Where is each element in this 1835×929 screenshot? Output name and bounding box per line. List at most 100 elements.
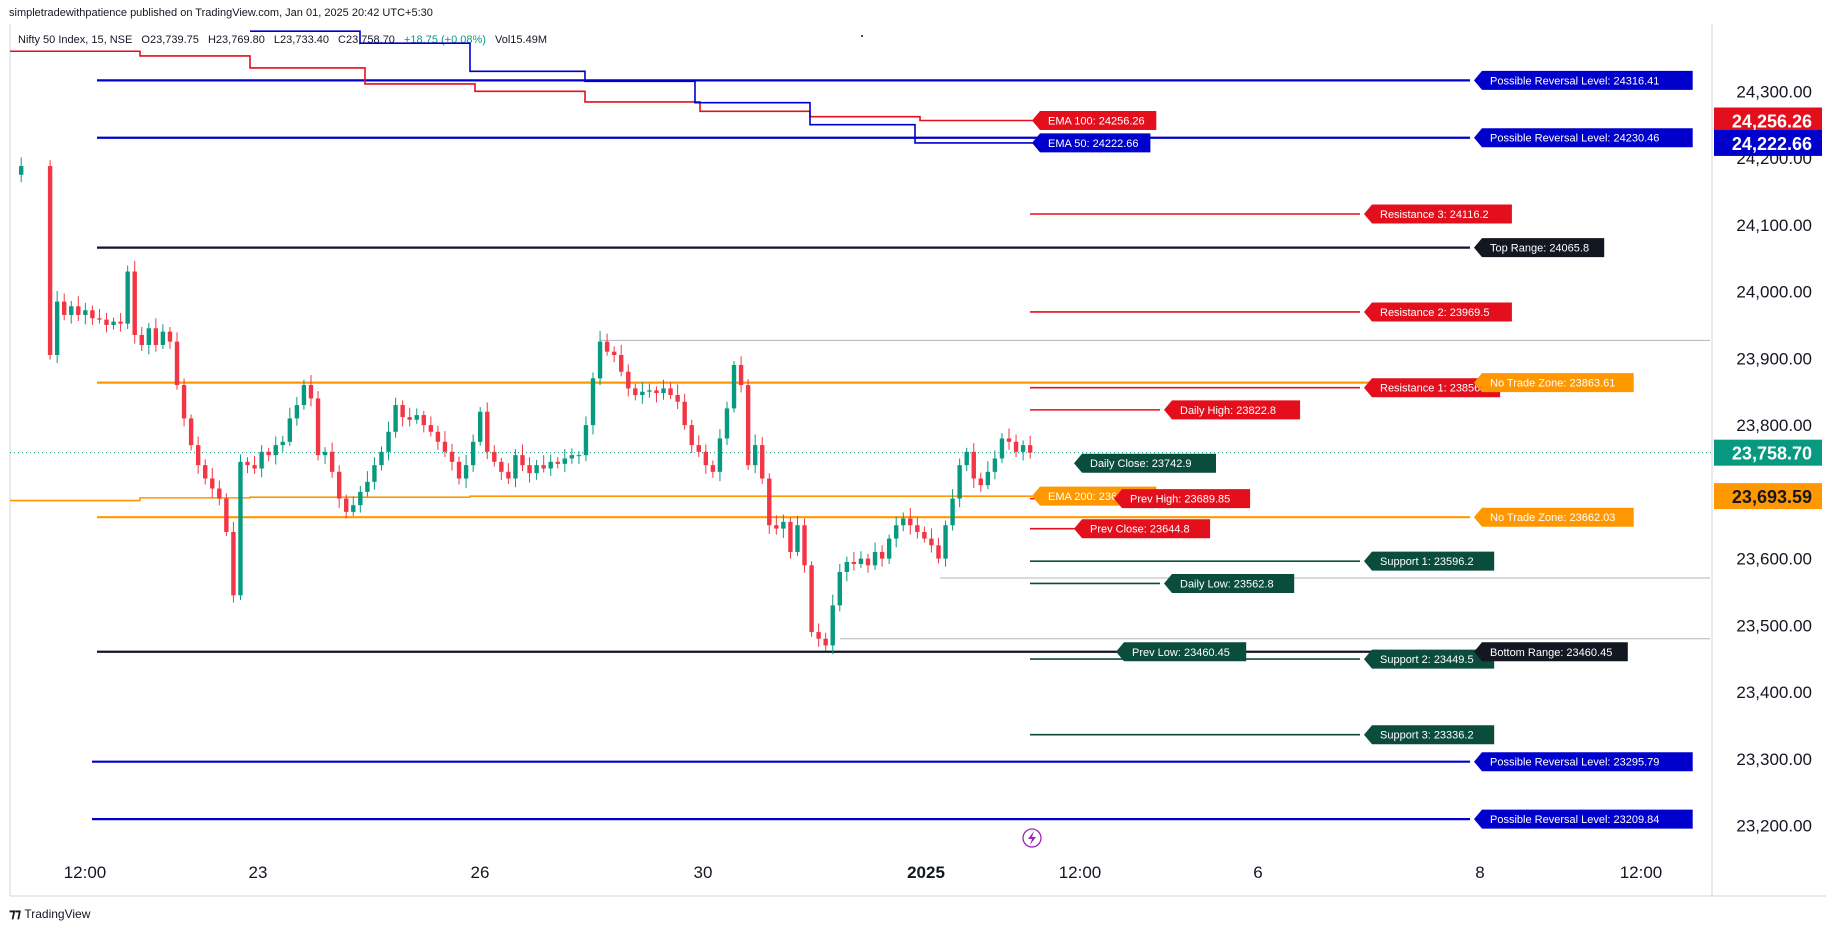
candle-body bbox=[597, 341, 603, 379]
candle-body bbox=[118, 321, 123, 324]
level-label-top-range[interactable]: Top Range: 24065.8 bbox=[1474, 238, 1605, 258]
candle-body bbox=[273, 445, 278, 456]
symbol-name[interactable]: Nifty 50 Index, 15, NSE bbox=[18, 34, 133, 46]
ema-200-line bbox=[10, 495, 1035, 502]
label-tag bbox=[1474, 238, 1605, 258]
candle-body bbox=[315, 398, 321, 456]
level-label-prev-close[interactable]: Prev Close: 23644.8 bbox=[1074, 519, 1211, 539]
level-label-possible-reversal-level[interactable]: Possible Reversal Level: 24230.46 bbox=[1474, 128, 1693, 148]
label-text: Daily Close: 23742.9 bbox=[1090, 458, 1192, 470]
candle-body bbox=[224, 498, 229, 532]
label-tag bbox=[1474, 128, 1693, 148]
candles bbox=[19, 157, 1033, 655]
level-label-prev-high[interactable]: Prev High: 23689.85 bbox=[1114, 489, 1251, 509]
candle-body bbox=[767, 478, 772, 526]
candle-body bbox=[287, 418, 293, 442]
candle-body bbox=[682, 401, 687, 426]
candle-body bbox=[633, 388, 638, 396]
candle-body bbox=[231, 531, 236, 596]
level-label-support-3[interactable]: Support 3: 23336.2 bbox=[1364, 725, 1495, 745]
level-label-resistance-2[interactable]: Resistance 2: 23969.5 bbox=[1364, 302, 1512, 322]
ohlc-open: O23,739.75 bbox=[141, 34, 199, 46]
candle-body bbox=[844, 561, 850, 572]
candle-body bbox=[555, 461, 560, 464]
candle-body bbox=[499, 461, 504, 472]
candle-body bbox=[174, 341, 180, 386]
label-tag bbox=[1474, 642, 1628, 662]
candle-body bbox=[217, 488, 222, 499]
level-label-daily-close[interactable]: Daily Close: 23742.9 bbox=[1074, 453, 1216, 473]
candle-body bbox=[689, 425, 694, 446]
time-axis: 12:00 23 26 30 2025 12:00 6 8 12:00 bbox=[64, 863, 1663, 882]
candle-body bbox=[83, 310, 88, 315]
candle-body bbox=[132, 271, 137, 335]
level-label-ema-50[interactable]: EMA 50: 24222.66 bbox=[1032, 133, 1151, 153]
label-tag bbox=[1114, 489, 1251, 509]
level-label-ema-100[interactable]: EMA 100: 24256.26 bbox=[1032, 111, 1157, 131]
candle-body bbox=[858, 558, 864, 564]
level-label-possible-reversal-level[interactable]: Possible Reversal Level: 24316.41 bbox=[1474, 70, 1693, 90]
candle-body bbox=[851, 561, 857, 564]
level-label-bottom-range[interactable]: Bottom Range: 23460.45 bbox=[1474, 642, 1628, 662]
candle-body bbox=[675, 395, 680, 402]
lightning-event-icon[interactable] bbox=[1022, 828, 1042, 848]
time-tick-label: 6 bbox=[1253, 863, 1262, 882]
level-label-no-trade-zone[interactable]: No Trade Zone: 23662.03 bbox=[1474, 507, 1634, 527]
candle-body bbox=[294, 405, 300, 419]
candle-body bbox=[1013, 441, 1019, 452]
candle-body bbox=[837, 571, 842, 606]
candle-body bbox=[1020, 445, 1026, 452]
ema-50-line bbox=[250, 30, 1035, 144]
candle-body bbox=[816, 632, 821, 639]
candle-body bbox=[365, 481, 370, 492]
label-tag bbox=[1364, 725, 1495, 745]
level-label-support-2[interactable]: Support 2: 23449.5 bbox=[1364, 649, 1495, 669]
candle-body bbox=[576, 455, 582, 457]
candle-body bbox=[386, 431, 391, 452]
level-label-daily-high[interactable]: Daily High: 23822.8 bbox=[1164, 400, 1301, 420]
price-tick-label: 24,300.00 bbox=[1736, 82, 1812, 101]
candle-body bbox=[548, 461, 553, 469]
level-label-resistance-1[interactable]: Resistance 1: 23856 bbox=[1364, 378, 1501, 398]
candle-body bbox=[485, 411, 490, 452]
candle-body bbox=[992, 458, 998, 472]
level-label-support-1[interactable]: Support 1: 23596.2 bbox=[1364, 551, 1495, 571]
level-label-resistance-3[interactable]: Resistance 3: 24116.2 bbox=[1364, 204, 1512, 224]
price-badge: 23,693.59 bbox=[1714, 483, 1822, 510]
label-text: No Trade Zone: 23863.61 bbox=[1490, 378, 1615, 390]
candle-body bbox=[329, 451, 335, 472]
label-tag bbox=[1364, 551, 1495, 571]
candle-body bbox=[908, 518, 913, 526]
label-text: Prev Close: 23644.8 bbox=[1090, 524, 1190, 536]
marker-dot bbox=[861, 35, 863, 37]
label-text: Support 1: 23596.2 bbox=[1380, 556, 1474, 568]
candle-body bbox=[788, 521, 793, 552]
candle-body bbox=[668, 388, 673, 396]
candle-body bbox=[393, 405, 398, 432]
time-tick-label: 8 bbox=[1475, 863, 1484, 882]
candle-body bbox=[760, 445, 765, 479]
lightning-circle bbox=[1022, 828, 1042, 848]
label-text: Daily Low: 23562.8 bbox=[1180, 578, 1274, 590]
candle-body bbox=[407, 417, 412, 420]
price-badge-bg bbox=[1714, 107, 1822, 134]
candle-body bbox=[922, 531, 927, 539]
footer: ⁊⁊ TradingView bbox=[9, 906, 90, 922]
label-text: Support 3: 23336.2 bbox=[1380, 730, 1474, 742]
candle-body bbox=[245, 461, 250, 466]
candle-body bbox=[569, 455, 575, 459]
level-label-possible-reversal-level[interactable]: Possible Reversal Level: 23295.79 bbox=[1474, 752, 1693, 772]
level-label-no-trade-zone[interactable]: No Trade Zone: 23863.61 bbox=[1474, 373, 1634, 393]
candle-body bbox=[647, 390, 652, 392]
candle-body bbox=[308, 385, 314, 399]
candle-body bbox=[541, 465, 546, 469]
price-tick-label: 23,800.00 bbox=[1736, 416, 1812, 435]
label-text: Daily High: 23822.8 bbox=[1180, 405, 1276, 417]
candle-body bbox=[252, 465, 257, 469]
candle-body bbox=[210, 478, 215, 489]
label-tag bbox=[1474, 809, 1693, 829]
level-label-daily-low[interactable]: Daily Low: 23562.8 bbox=[1164, 573, 1295, 593]
level-label-prev-low[interactable]: Prev Low: 23460.45 bbox=[1116, 642, 1247, 662]
level-label-possible-reversal-level[interactable]: Possible Reversal Level: 23209.84 bbox=[1474, 809, 1693, 829]
